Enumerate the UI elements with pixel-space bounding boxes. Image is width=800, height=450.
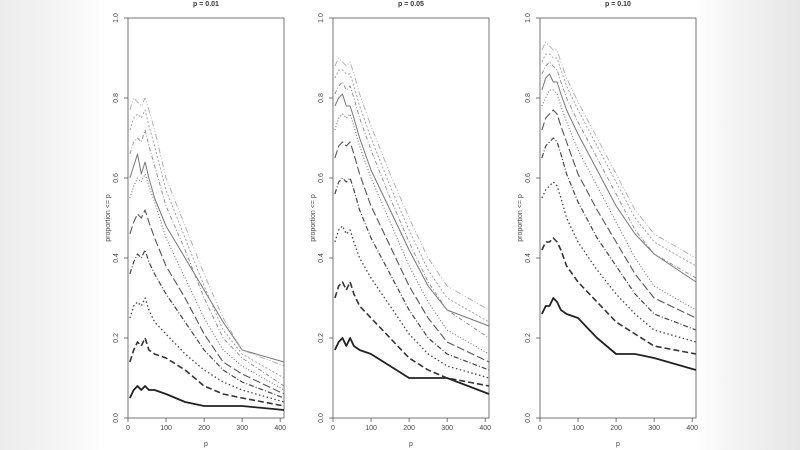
series-line-4 — [129, 249, 285, 399]
x-tick-label: 200 — [403, 425, 415, 432]
y-tick-label: 0.2 — [318, 333, 325, 343]
x-tick-label: 100 — [365, 425, 377, 432]
y-tick-label: 0.2 — [113, 333, 120, 343]
x-tick-label: 0 — [538, 425, 542, 432]
series-line-3 — [334, 225, 490, 379]
plot-frame — [539, 17, 697, 419]
x-tick-label: 400 — [479, 425, 491, 432]
series-line-6 — [334, 113, 490, 355]
plot-frame — [332, 17, 490, 419]
series-line-7 — [334, 93, 490, 327]
y-tick-label: 0.6 — [318, 173, 325, 183]
chart-panel-3: p = 0.10 0.0 0.2 0.4 0.6 0.8 1.0 0 100 200 300 400 p… — [517, 1, 698, 448]
y-tick-label: 0.0 — [318, 413, 325, 423]
series-line-8 — [334, 81, 490, 339]
y-tick-label: 0.4 — [525, 253, 532, 263]
x-axis-label: p — [204, 441, 208, 448]
chart-panel-2: p = 0.05 0.0 0.2 0.4 0.6 0.8 1.0 0 100 200 300 400 p… — [310, 1, 491, 448]
series-line-1 — [334, 337, 490, 395]
series-line-7 — [541, 73, 697, 283]
series-line-5 — [334, 141, 490, 363]
series-line-10 — [334, 57, 490, 311]
series-line-4 — [334, 177, 490, 371]
y-tick-label: 1.0 — [113, 13, 120, 23]
y-tick-label: 0.8 — [525, 93, 532, 103]
series-line-7 — [129, 153, 285, 363]
x-tick-label: 200 — [198, 425, 210, 432]
y-tick-label: 0.4 — [113, 253, 120, 263]
panel-title: p = 0.10 — [605, 1, 631, 8]
plot-frame — [127, 17, 285, 419]
x-tick-label: 400 — [686, 425, 698, 432]
multi-panel-line-chart: p = 0.010.00.20.40.60.81.00 100 200 300 400p… — [105, 1, 698, 448]
y-tick-label: 0.6 — [525, 173, 532, 183]
panel-title: p = 0.01 — [193, 1, 219, 8]
y-tick-label: 1.0 — [318, 13, 325, 23]
left-background-margin — [0, 0, 100, 450]
y-tick-label: 0.2 — [525, 333, 532, 343]
series-line-2 — [129, 337, 285, 407]
series-line-5 — [129, 209, 285, 395]
series-line-10 — [129, 97, 285, 367]
series-line-9 — [129, 109, 285, 379]
x-tick-label: 300 — [441, 425, 453, 432]
x-axis-label: p — [616, 441, 620, 448]
series-line-6 — [129, 173, 285, 391]
y-axis-label: proportion <= p — [517, 194, 524, 242]
panel-title: p = 0.05 — [398, 1, 424, 8]
series-line-9 — [541, 53, 697, 267]
y-tick-label: 0.0 — [525, 413, 532, 423]
series-line-6 — [541, 89, 697, 311]
figure-panel: p = 0.01 0.0 0.2 0.4 0.6 0.8 1.0 0 100 200 300 400 p… — [100, 0, 700, 450]
x-tick-label: 0 — [126, 425, 130, 432]
x-axis-label: p — [409, 441, 413, 448]
x-tick-label: 100 — [572, 425, 584, 432]
series-line-8 — [129, 129, 285, 387]
series-line-1 — [541, 297, 697, 371]
y-tick-label: 1.0 — [525, 13, 532, 23]
series-line-9 — [334, 69, 490, 323]
right-background-margin — [700, 0, 800, 450]
series-line-2 — [541, 237, 697, 355]
y-tick-label: 0.6 — [113, 173, 120, 183]
series-line-10 — [541, 41, 697, 259]
y-axis-label: proportion <= p — [310, 194, 317, 242]
series-line-3 — [541, 181, 697, 343]
series-line-1 — [129, 385, 285, 411]
y-tick-label: 0.0 — [113, 413, 120, 423]
x-tick-label: 400 — [274, 425, 286, 432]
y-tick-label: 0.4 — [318, 253, 325, 263]
series-line-2 — [334, 281, 490, 387]
x-tick-label: 300 — [236, 425, 248, 432]
x-tick-label: 300 — [648, 425, 660, 432]
series-line-4 — [541, 137, 697, 331]
x-tick-label: 0 — [331, 425, 335, 432]
chart-panel-1: p = 0.01 0.0 0.2 0.4 0.6 0.8 1.0 0 100 200 300 400 p… — [105, 1, 286, 448]
series-line-5 — [541, 109, 697, 319]
x-tick-label: 100 — [160, 425, 172, 432]
x-tick-label: 200 — [610, 425, 622, 432]
series-line-8 — [541, 61, 697, 279]
y-tick-label: 0.8 — [113, 93, 120, 103]
y-axis-label: proportion <= p — [105, 194, 112, 242]
y-tick-label: 0.8 — [318, 93, 325, 103]
